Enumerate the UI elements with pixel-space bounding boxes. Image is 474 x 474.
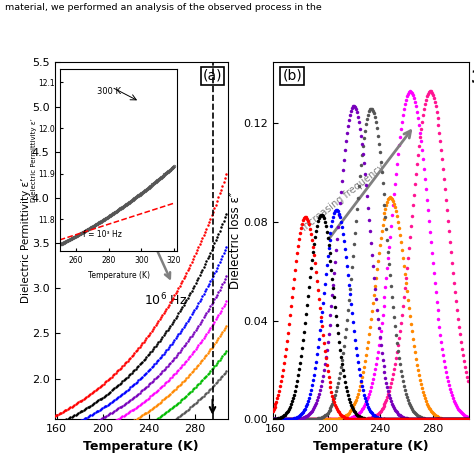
- Text: material, we performed an analysis of the observed process in the: material, we performed an analysis of th…: [5, 3, 321, 12]
- Text: $10^6$ Hz: $10^6$ Hz: [145, 292, 188, 308]
- Text: $10^3$ Hz: $10^3$ Hz: [75, 191, 118, 208]
- Text: (b): (b): [283, 69, 302, 83]
- Text: 30: 30: [471, 69, 474, 87]
- X-axis label: Temperature (K): Temperature (K): [313, 440, 428, 453]
- X-axis label: Temperature (K): Temperature (K): [83, 440, 199, 453]
- Y-axis label: Dielectric loss ε″: Dielectric loss ε″: [228, 192, 242, 289]
- Text: (a): (a): [203, 69, 222, 83]
- Text: increasing frequency: increasing frequency: [300, 163, 387, 233]
- Y-axis label: Dielectric Permittivity ε’: Dielectric Permittivity ε’: [20, 178, 30, 303]
